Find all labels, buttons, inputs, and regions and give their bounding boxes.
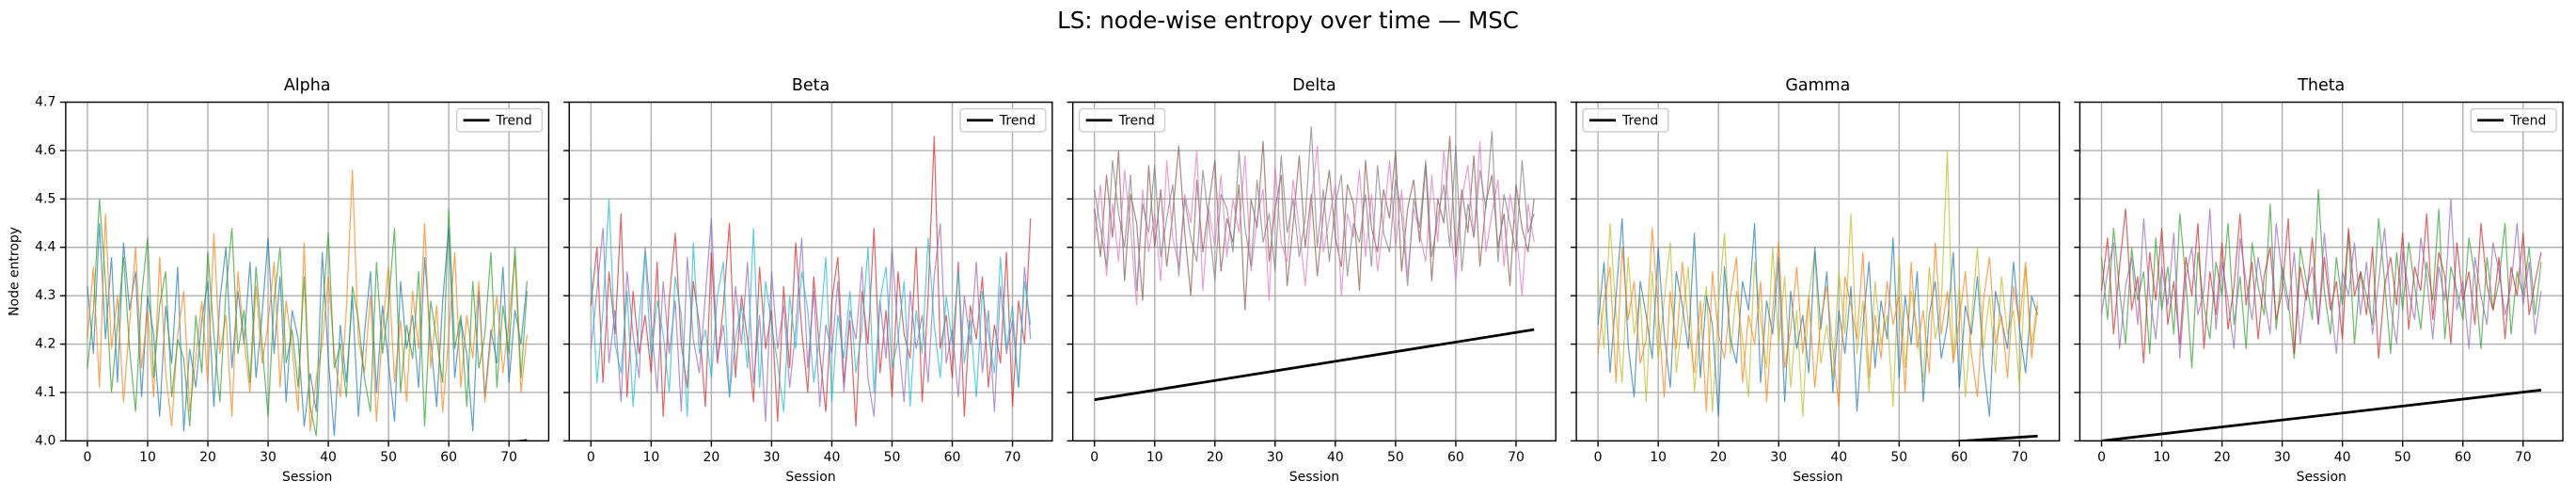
x-tick-label: 70 <box>2011 450 2028 465</box>
x-axis-label: Session <box>282 470 332 485</box>
y-tick-label: 4.4 <box>35 240 55 255</box>
legend-box <box>2470 107 2557 133</box>
x-tick-label: 50 <box>1387 450 1404 465</box>
x-tick-label: 60 <box>1447 450 1464 465</box>
x-tick-label: 50 <box>884 450 901 465</box>
x-tick-label: 50 <box>2394 450 2411 465</box>
axes-title: Alpha <box>284 76 331 95</box>
node-line <box>590 199 1032 417</box>
x-tick-label: 60 <box>2455 450 2472 465</box>
node-line <box>87 223 528 437</box>
axes-frame <box>1575 101 2061 442</box>
legend-label: Trend <box>1118 114 1155 129</box>
x-tick-label: 40 <box>1327 450 1344 465</box>
x-tick-label: 70 <box>2515 450 2532 465</box>
x-tick-label: 40 <box>2334 450 2351 465</box>
figure-title: LS: node-wise entropy over time — MSC <box>1057 7 1519 34</box>
legend-box <box>455 107 544 133</box>
axes-frame <box>568 101 1053 442</box>
y-axis-label: Node entropy <box>8 227 23 316</box>
y-tick-label: 4.1 <box>35 385 55 400</box>
trend-line <box>1094 328 1535 402</box>
legend-label: Trend <box>1621 114 1658 129</box>
x-tick-label: 60 <box>440 450 457 465</box>
legend-label: Trend <box>999 114 1035 129</box>
y-tick-label: 4.3 <box>35 288 55 303</box>
axes-title: Beta <box>792 76 830 95</box>
x-tick-label: 20 <box>2214 450 2231 465</box>
x-tick-label: 0 <box>587 450 595 465</box>
node-line <box>1094 126 1535 292</box>
axes-frame <box>65 101 550 442</box>
x-tick-label: 40 <box>1830 450 1847 465</box>
x-tick-label: 30 <box>1267 450 1284 465</box>
node-line <box>1597 217 2039 417</box>
legend-box <box>1078 107 1166 133</box>
x-tick-label: 30 <box>764 450 781 465</box>
x-tick-label: 40 <box>320 450 337 465</box>
axes-frame <box>2078 101 2564 442</box>
x-tick-label: 0 <box>2097 450 2106 465</box>
y-tick-label: 4.5 <box>35 191 55 206</box>
axes-frame <box>1071 101 1557 442</box>
x-tick-label: 60 <box>944 450 961 465</box>
trend-line <box>2101 389 2542 441</box>
node-line <box>590 217 1032 422</box>
x-tick-label: 60 <box>1951 450 1968 465</box>
x-tick-label: 50 <box>380 450 397 465</box>
axes-title: Gamma <box>1785 76 1850 95</box>
node-line <box>2100 199 2542 360</box>
x-axis-label: Session <box>1793 470 1842 485</box>
x-tick-label: 20 <box>703 450 720 465</box>
node-line <box>1597 150 2039 417</box>
x-tick-label: 0 <box>1594 450 1603 465</box>
legend-box <box>959 107 1047 133</box>
x-tick-label: 10 <box>1650 450 1667 465</box>
x-tick-label: 40 <box>824 450 841 465</box>
x-tick-label: 10 <box>1146 450 1163 465</box>
node-line <box>1094 140 1535 306</box>
x-tick-label: 70 <box>1004 450 1021 465</box>
axes-title: Theta <box>2297 76 2345 95</box>
x-tick-label: 10 <box>642 450 659 465</box>
x-tick-label: 0 <box>1090 450 1098 465</box>
legend-label: Trend <box>2509 114 2546 129</box>
legend-label: Trend <box>496 114 532 129</box>
x-tick-label: 20 <box>1710 450 1727 465</box>
node-line <box>1094 136 1535 311</box>
node-line <box>1597 228 2039 412</box>
x-tick-label: 70 <box>500 450 517 465</box>
node-line <box>2100 189 2542 369</box>
x-tick-label: 30 <box>260 450 277 465</box>
y-tick-label: 4.0 <box>35 433 55 448</box>
x-tick-label: 10 <box>2154 450 2171 465</box>
node-line <box>2100 208 2542 364</box>
x-axis-label: Session <box>1289 470 1339 485</box>
y-tick-label: 4.7 <box>35 95 55 110</box>
node-line <box>87 199 528 437</box>
x-tick-label: 50 <box>1890 450 1907 465</box>
x-tick-label: 0 <box>83 450 91 465</box>
x-tick-label: 30 <box>1770 450 1787 465</box>
x-tick-label: 30 <box>2274 450 2291 465</box>
x-axis-label: Session <box>785 470 835 485</box>
x-tick-label: 70 <box>1508 450 1525 465</box>
x-tick-label: 20 <box>199 450 216 465</box>
x-tick-label: 10 <box>139 450 156 465</box>
y-tick-label: 4.6 <box>35 143 55 158</box>
x-tick-label: 20 <box>1207 450 1224 465</box>
x-axis-label: Session <box>2297 470 2347 485</box>
legend-box <box>1582 107 1669 133</box>
y-tick-label: 4.2 <box>35 337 55 352</box>
axes-title: Delta <box>1292 76 1336 95</box>
